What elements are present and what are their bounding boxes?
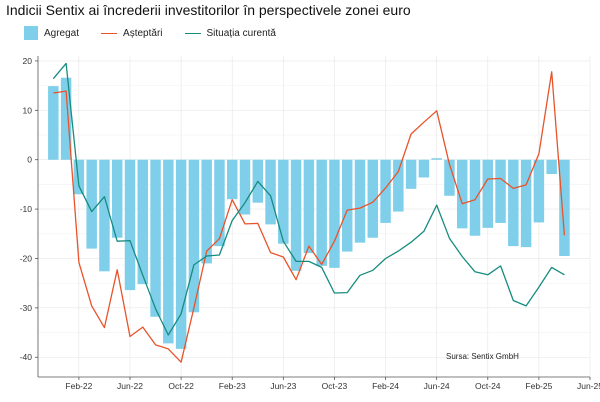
x-tick-label: Oct-22 xyxy=(168,381,194,391)
bar xyxy=(265,159,276,225)
bar xyxy=(495,159,506,223)
bar xyxy=(482,159,494,228)
legend-swatch-situatia-curenta xyxy=(184,32,201,34)
bar xyxy=(393,159,404,212)
y-tick-label: 0 xyxy=(27,155,32,165)
bar xyxy=(329,159,340,268)
bar xyxy=(60,77,72,160)
bar xyxy=(444,159,455,196)
legend-item-situatia-curenta: Situația curentă xyxy=(184,27,277,39)
y-tick-label: -40 xyxy=(20,352,33,362)
bar xyxy=(533,159,545,223)
legend-swatch-agregat xyxy=(24,26,38,40)
bar xyxy=(354,159,366,243)
bar xyxy=(367,159,379,238)
y-tick-label: -10 xyxy=(20,204,33,214)
bar xyxy=(290,159,302,271)
x-tick-label: Oct-24 xyxy=(475,381,501,391)
x-tick-label: Jun-22 xyxy=(117,381,143,391)
bar xyxy=(188,159,200,313)
bar xyxy=(456,159,468,229)
x-tick-label: Feb-22 xyxy=(65,381,92,391)
y-tick-label: -30 xyxy=(20,303,33,313)
bar xyxy=(405,159,417,189)
legend-label-situatia-curenta: Situația curentă xyxy=(206,27,277,39)
bar xyxy=(303,159,315,254)
x-tick-label: Feb-25 xyxy=(525,381,552,391)
bar xyxy=(175,159,187,349)
legend-swatch-asteptari xyxy=(101,32,118,34)
bar xyxy=(150,159,161,317)
bar xyxy=(508,159,519,247)
legend-item-asteptari: Așteptări xyxy=(101,27,163,39)
bar xyxy=(124,159,136,291)
bar xyxy=(86,159,97,249)
bar xyxy=(418,159,430,178)
bar xyxy=(214,159,225,247)
bar xyxy=(48,86,59,160)
bar xyxy=(546,159,557,175)
y-tick-label: -20 xyxy=(20,253,33,263)
series-line-situatia-curenta xyxy=(52,62,565,336)
y-tick-label: 10 xyxy=(23,105,33,115)
bar xyxy=(520,159,532,248)
bar xyxy=(226,159,238,200)
bar xyxy=(239,159,251,215)
legend-item-agregat: Agregat xyxy=(24,26,79,40)
bar xyxy=(111,159,123,238)
legend-label-asteptari: Așteptări xyxy=(123,27,163,39)
legend: Agregat Așteptări Situația curentă xyxy=(24,25,298,41)
bar xyxy=(341,159,353,252)
bar xyxy=(380,159,391,223)
x-tick-label: Jun-23 xyxy=(270,381,296,391)
bar xyxy=(73,159,85,195)
bar xyxy=(201,159,212,264)
bar xyxy=(99,159,110,272)
bar xyxy=(163,159,174,344)
x-tick-label: Feb-24 xyxy=(372,381,399,391)
bar xyxy=(316,159,327,266)
x-tick-label: Oct-23 xyxy=(322,381,348,391)
legend-label-agregat: Agregat xyxy=(44,27,80,39)
bar xyxy=(469,159,481,236)
bar xyxy=(137,159,149,285)
bar xyxy=(559,159,570,257)
bar xyxy=(431,158,442,160)
x-tick-label: Jun-25 xyxy=(577,381,600,391)
source-note: Sursa: Sentix GmbH xyxy=(446,352,519,361)
y-tick-label: 20 xyxy=(23,56,33,66)
series-line-asteptari xyxy=(53,71,566,363)
chart-title: Indicii Sentix ai încrederii investitori… xyxy=(6,2,411,18)
x-tick-label: Feb-23 xyxy=(219,381,246,391)
bar xyxy=(278,159,289,244)
x-tick-label: Jun-24 xyxy=(424,381,450,391)
